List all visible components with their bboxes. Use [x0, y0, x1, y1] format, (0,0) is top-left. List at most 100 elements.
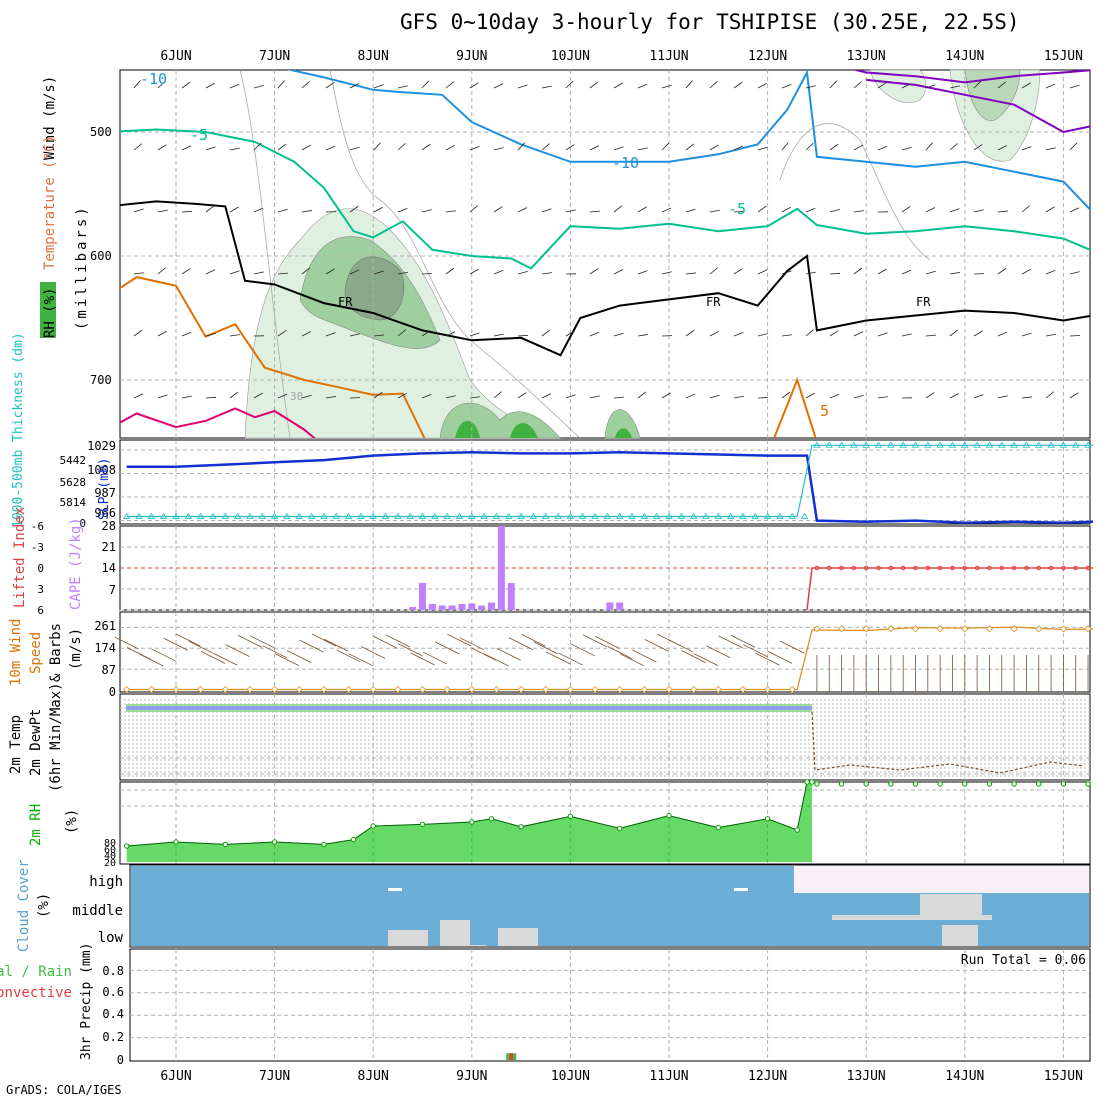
wind-barb: [493, 83, 504, 89]
wind-ylabel-a: 10m Wind: [8, 619, 24, 686]
wind-barb: [565, 144, 575, 151]
wind-barb: [973, 80, 982, 89]
wind-barb: [925, 142, 933, 151]
rh-marker-late: [1036, 781, 1042, 787]
surface-wind-barb: [262, 645, 287, 659]
surface-wind-barb: [225, 644, 250, 658]
wind-barb: [541, 143, 550, 151]
wind-barb: [277, 272, 288, 275]
contour-label-5: 5: [820, 402, 829, 420]
wind-barb: [445, 395, 456, 399]
slp-right-tick-987: 987: [94, 486, 116, 500]
li-marker: [974, 565, 980, 571]
precip-tick-0.2: 0.2: [102, 1030, 124, 1044]
thickness-marker: [381, 512, 390, 519]
cloud-panel-frame: [129, 864, 1091, 948]
wind-barb: [733, 268, 743, 275]
wind-barb: [301, 81, 310, 89]
wind-barb: [301, 144, 311, 151]
bottom-day-label: 8JUN: [358, 1069, 389, 1084]
wind-barb: [637, 83, 648, 89]
wind-barb: [1021, 82, 1031, 89]
wind-barb: [637, 270, 648, 275]
rh-area: [126, 782, 812, 862]
rh-marker: [173, 839, 179, 845]
wind-barb: [541, 208, 552, 213]
wind-barb: [181, 331, 192, 337]
wind-barb: [613, 146, 624, 151]
rh-marker: [350, 836, 357, 843]
wind-barb: [901, 333, 912, 337]
wind-barb: [301, 210, 312, 213]
thickness-marker: [973, 441, 981, 448]
rh-shade-dark: [344, 256, 405, 321]
slp-ylabel-slp: SLP (mb): [97, 457, 112, 520]
thickness-marker: [899, 441, 907, 448]
surface-wind-barb: [718, 635, 743, 649]
wind-barb: [925, 392, 935, 399]
wind-speed-marker: [147, 685, 155, 694]
wind-barb: [397, 208, 408, 213]
cloud-low-block: [466, 945, 486, 946]
bottom-day-label: 7JUN: [259, 1069, 290, 1084]
rh-marker: [321, 841, 327, 848]
rh-contour: [329, 69, 581, 439]
surface-wind-barb: [299, 639, 324, 653]
rh-marker-late: [912, 781, 919, 787]
thickness-marker: [948, 441, 957, 448]
cape-bar: [507, 583, 515, 610]
rh-panel-frame: [119, 781, 1091, 865]
wind-barb: [373, 206, 384, 213]
thickness-marker: [591, 512, 599, 519]
wind-speed-marker: [517, 685, 525, 694]
wind-speed-marker: [369, 685, 377, 694]
surface-wind-barb: [693, 653, 719, 666]
wind-barb: [949, 329, 959, 337]
wind-barb: [829, 209, 840, 213]
wind-barb: [493, 269, 504, 275]
slp-ylabel-thickness: 1000-500mb Thickness (dm): [11, 332, 26, 528]
surface-wind-barb: [237, 634, 263, 648]
cape-bar: [606, 602, 614, 610]
surface-wind-barb: [447, 633, 472, 647]
li-marker: [962, 565, 968, 571]
wind-barb: [205, 269, 216, 275]
wind-barb: [997, 81, 1007, 89]
cloud-high-speck: [734, 888, 748, 891]
rh-tick-80: 80: [104, 838, 116, 849]
wind-barb: [589, 210, 600, 213]
surface-wind-barb: [459, 637, 484, 651]
wind-barb: [853, 81, 862, 89]
wind-barb: [1021, 146, 1032, 151]
bottom-day-label: 6JUN: [160, 1069, 191, 1084]
surface-wind-barb: [780, 640, 805, 654]
wind-barb: [469, 268, 479, 275]
wind-barb: [1069, 142, 1078, 151]
wind-barb: [157, 144, 167, 151]
thickness-marker: [1047, 441, 1055, 448]
wind-speed-marker: [320, 685, 328, 694]
wind-ylabel-d: (m/s): [68, 628, 84, 670]
li-marker: [1085, 565, 1091, 571]
wind-barb: [997, 145, 1008, 151]
slp-left-tick-5814: 5814: [60, 496, 87, 509]
surface-wind-barb: [582, 634, 608, 648]
surface-wind-barb: [385, 634, 411, 648]
rh-shade-mid-10jun: [604, 409, 641, 439]
thickness-marker: [850, 441, 858, 448]
wind-barb: [757, 269, 768, 275]
wind-barb: [517, 334, 529, 337]
surface-wind-barb: [311, 633, 337, 647]
contour-label-minus10-left: -10: [140, 70, 167, 88]
contour-label-fr-3: FR: [916, 295, 931, 309]
wind-barb: [1045, 391, 1055, 399]
wind-barb: [541, 272, 552, 275]
rh-marker: [222, 841, 229, 848]
precip-ylabel-c: 3hr Precip (mm): [79, 943, 94, 1060]
thickness-marker: [652, 512, 661, 519]
wind-barb: [469, 332, 480, 337]
wind-speed-marker: [714, 685, 722, 694]
li-tick-minus6: -6: [31, 520, 44, 533]
wind-barb: [997, 267, 1007, 275]
rh-ylabel-b: (%): [64, 809, 80, 834]
